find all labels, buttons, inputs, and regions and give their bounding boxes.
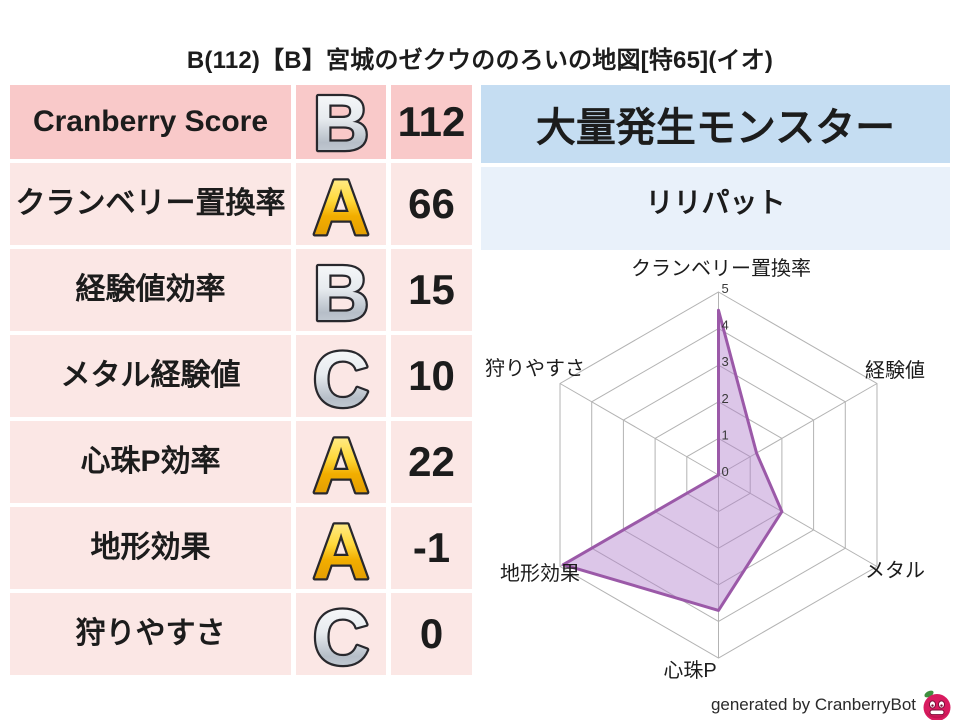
- grade-letter-icon: A: [311, 161, 372, 254]
- radar-axis-label: 心珠P: [663, 659, 716, 682]
- stats-table: Cranberry Score B 112 クランベリー置換率 A 66 経験値…: [10, 77, 472, 684]
- grade-cell: B: [296, 247, 386, 340]
- radar-grid-spoke: [559, 383, 719, 476]
- grade-cell: B: [296, 77, 386, 169]
- grade-letter-icon: C: [311, 333, 372, 426]
- stat-label-terrain-effect: 地形効果: [10, 507, 291, 589]
- stat-label-cranberry-score: Cranberry Score: [10, 85, 291, 159]
- radar-tick-label: 1: [722, 427, 729, 442]
- stat-value: 0: [391, 593, 472, 675]
- stat-value: 22: [391, 421, 472, 503]
- mass-outbreak-monster-header: 大量発生モンスター: [481, 85, 950, 163]
- grade-cell: C: [296, 591, 386, 684]
- grade-cell: C: [296, 333, 386, 426]
- radar-axis-label: 経験値: [865, 359, 925, 382]
- radar-tick-label: 4: [722, 318, 729, 333]
- radar-grid-spoke: [718, 383, 878, 476]
- svg-text:B: B: [313, 249, 369, 337]
- grade-letter-icon: B: [311, 247, 372, 340]
- stat-label-replacement-rate: クランベリー置換率: [10, 163, 291, 245]
- credit: generated by CranberryBot: [711, 689, 953, 720]
- stat-value: 66: [391, 163, 472, 245]
- radar-tick-label: 2: [722, 391, 729, 406]
- stat-label-shinju-p-efficiency: 心珠P効率: [10, 421, 291, 503]
- svg-text:C: C: [313, 335, 369, 423]
- grade-cell: A: [296, 505, 386, 598]
- monster-name: リリパット: [481, 167, 950, 250]
- radar-tick-label: 0: [722, 464, 729, 479]
- stat-label-huntability: 狩りやすさ: [10, 593, 291, 675]
- stat-value: 10: [391, 335, 472, 417]
- stat-value: -1: [391, 507, 472, 589]
- svg-text:A: A: [313, 507, 369, 595]
- svg-text:B: B: [313, 79, 369, 167]
- stat-label-exp-efficiency: 経験値効率: [10, 249, 291, 331]
- stat-value: 15: [391, 249, 472, 331]
- svg-text:A: A: [313, 163, 369, 251]
- grade-letter-icon: A: [311, 505, 372, 598]
- grade-letter-icon: C: [311, 591, 372, 684]
- page-title: B(112)【B】宮城のゼクウののろいの地図[特65](イオ): [186, 47, 774, 74]
- radar-axis-label: クランベリー置換率: [631, 257, 811, 280]
- radar-data-polygon: [561, 308, 784, 612]
- grade-letter-icon: B: [311, 77, 372, 170]
- cranberry-mascot-icon: [923, 690, 951, 720]
- radar-grid-spoke: [718, 474, 878, 567]
- radar-axis-label: 狩りやすさ: [485, 357, 585, 380]
- radar-axis-label: 地形効果: [500, 562, 580, 585]
- radar-tick-label: 3: [722, 354, 729, 369]
- grade-cell: A: [296, 419, 386, 512]
- stat-label-metal-exp: メタル経験値: [10, 335, 291, 417]
- radar-axis-label: メタル: [865, 559, 925, 582]
- credit-text: generated by CranberryBot: [710, 695, 916, 714]
- svg-text:C: C: [313, 593, 369, 681]
- grade-cell: A: [296, 161, 386, 254]
- stat-value: 112: [391, 85, 472, 159]
- radar-tick-label: 5: [722, 281, 729, 296]
- svg-text:A: A: [313, 421, 369, 509]
- grade-letter-icon: A: [311, 419, 372, 512]
